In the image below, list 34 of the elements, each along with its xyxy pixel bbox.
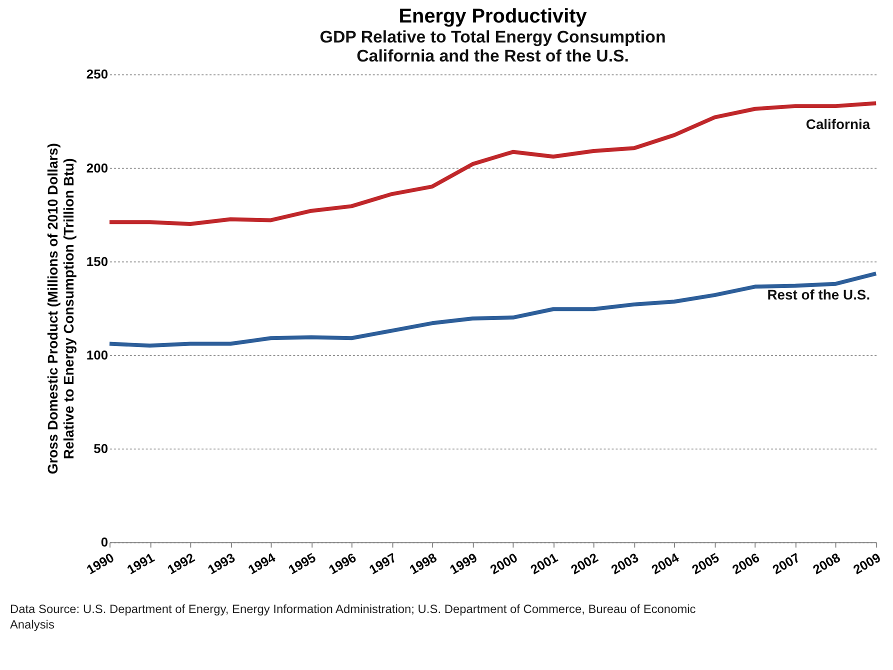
y-tick-label: 50: [94, 441, 108, 456]
x-tick-label: 2006: [730, 550, 762, 578]
y-tick-label: 250: [86, 66, 108, 82]
y-tick-label: 0: [100, 534, 108, 550]
x-tick-label: 2009: [850, 550, 884, 578]
x-tick-label: 1999: [447, 550, 480, 578]
x-tick-label: 1992: [164, 550, 198, 578]
line-series: [108, 272, 878, 348]
x-tick-label: 2000: [488, 550, 520, 578]
x-tick-label: 1995: [286, 550, 318, 578]
x-tick-label: 2008: [810, 550, 843, 578]
chart-subtitle: GDP Relative to Total Energy Consumption California and the Rest of the U.S.: [320, 27, 666, 66]
x-tick-label: 1993: [205, 550, 238, 578]
x-tick-label: 1991: [124, 550, 157, 578]
x-tick-label: 1990: [84, 550, 116, 578]
chart-title: Energy Productivity: [398, 5, 587, 28]
x-tick-label: 2002: [568, 550, 601, 578]
y-tick-label: 200: [86, 160, 108, 176]
source-note: Data Source: U.S. Department of Energy, Energy Information Administration; U.S. Department of Commerce, Bureau of Economic Analysis: [10, 602, 696, 632]
x-tick-label: 1998: [406, 550, 440, 578]
x-tick-label: 2005: [689, 550, 722, 578]
x-tick-label: 2003: [608, 550, 641, 578]
x-tick-label: 2001: [528, 550, 560, 578]
y-axis-title: Gross Domestic Product (Millions of 2010 Dollars) Relative to Energy Consumption (Trillion Btu): [44, 143, 76, 474]
y-tick-label: 150: [86, 254, 108, 269]
series-label: Rest of the U.S.: [767, 286, 870, 302]
x-tick-label: 2004: [648, 549, 682, 578]
x-tick-label: 1994: [245, 549, 279, 578]
x-tick-label: 2007: [770, 550, 802, 578]
series-label: California: [806, 116, 870, 132]
line-series: [108, 101, 878, 226]
x-tick-label: 1996: [326, 550, 359, 578]
x-tick-label: 1997: [366, 550, 399, 578]
y-tick-label: 100: [86, 347, 108, 362]
